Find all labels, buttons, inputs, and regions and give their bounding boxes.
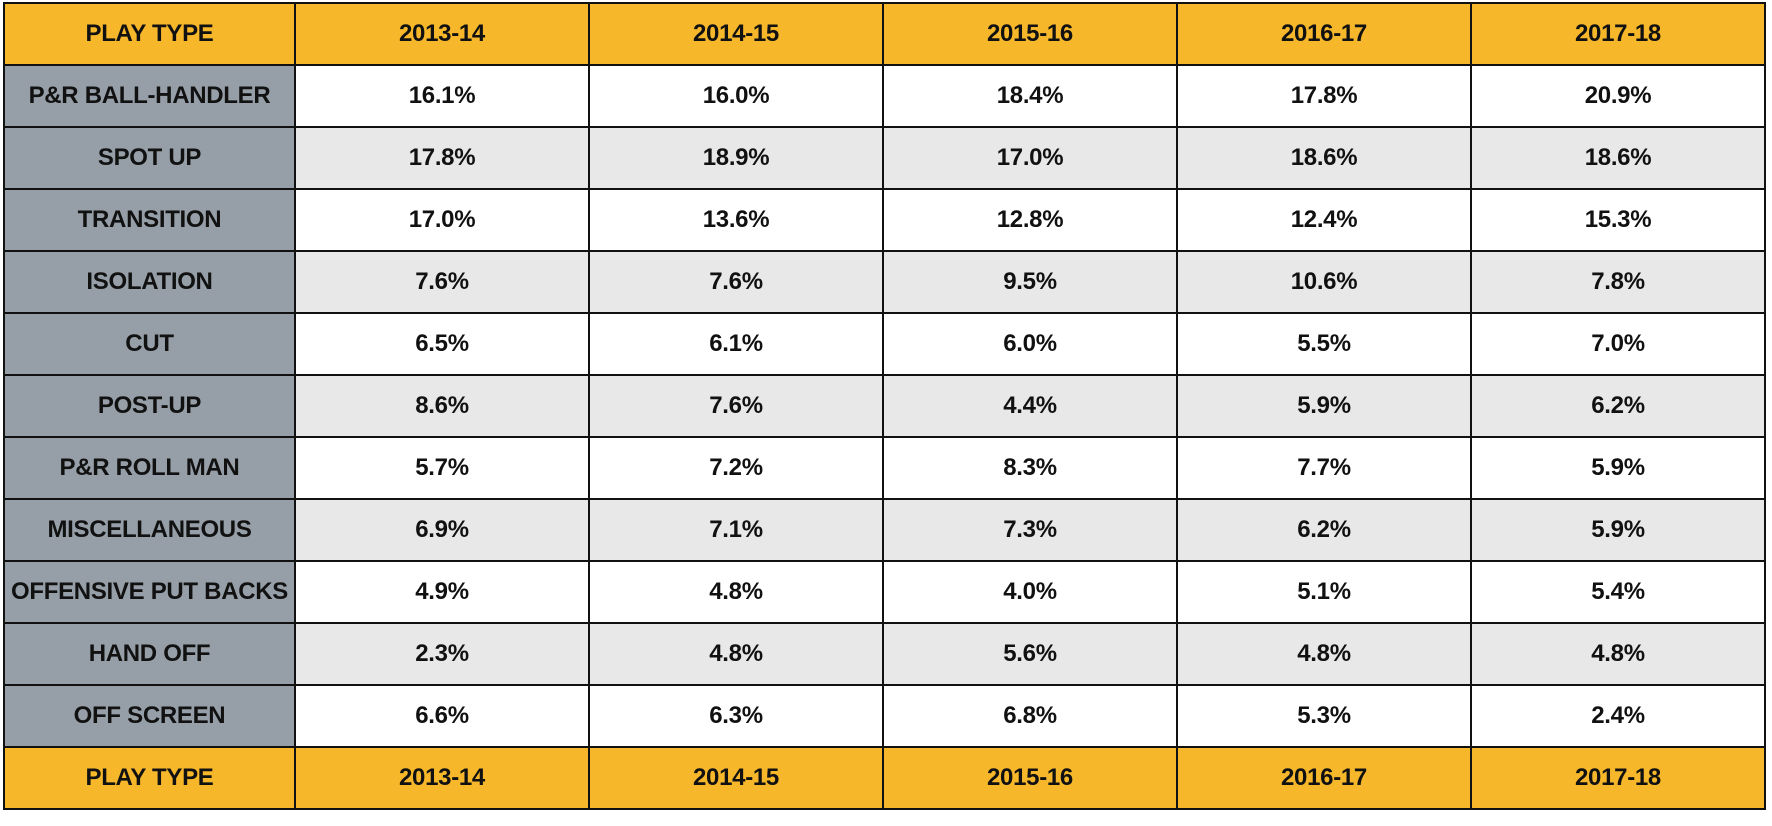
table-row-post-up: POST-UP 8.6% 7.6% 4.4% 5.9% 6.2% bbox=[3, 374, 1766, 438]
row-label: TRANSITION bbox=[3, 188, 296, 252]
row-label: CUT bbox=[3, 312, 296, 376]
footer-2014-15: 2014-15 bbox=[588, 746, 884, 810]
table-row-hand-off: HAND OFF 2.3% 4.8% 5.6% 4.8% 4.8% bbox=[3, 622, 1766, 686]
table-row-isolation: ISOLATION 7.6% 7.6% 9.5% 10.6% 7.8% bbox=[3, 250, 1766, 314]
value-cell-2016-17: 7.7% bbox=[1176, 436, 1472, 500]
play-type-table: PLAY TYPE 2013-14 2014-15 2015-16 2016-17 201… bbox=[3, 2, 1766, 810]
value-cell-2015-16: 12.8% bbox=[882, 188, 1178, 252]
footer-2016-17: 2016-17 bbox=[1176, 746, 1472, 810]
value-cell-2014-15: 13.6% bbox=[588, 188, 884, 252]
value-cell-2013-14: 8.6% bbox=[294, 374, 590, 438]
value-cell-2013-14: 6.9% bbox=[294, 498, 590, 562]
value-cell-2016-17: 5.1% bbox=[1176, 560, 1472, 624]
value-cell-2015-16: 4.4% bbox=[882, 374, 1178, 438]
value-cell-2015-16: 7.3% bbox=[882, 498, 1178, 562]
table-row-offensive-put-backs: OFFENSIVE PUT BACKS 4.9% 4.8% 4.0% 5.1% 5.4% bbox=[3, 560, 1766, 624]
value-cell-2017-18: 18.6% bbox=[1470, 126, 1766, 190]
header-play-type: PLAY TYPE bbox=[3, 2, 296, 66]
footer-2015-16: 2015-16 bbox=[882, 746, 1178, 810]
value-cell-2016-17: 5.9% bbox=[1176, 374, 1472, 438]
table-row-pandr-roll-man: P&R ROLL MAN 5.7% 7.2% 8.3% 7.7% 5.9% bbox=[3, 436, 1766, 500]
value-cell-2014-15: 6.1% bbox=[588, 312, 884, 376]
value-cell-2016-17: 17.8% bbox=[1176, 64, 1472, 128]
row-label: HAND OFF bbox=[3, 622, 296, 686]
value-cell-2013-14: 6.6% bbox=[294, 684, 590, 748]
footer-2017-18: 2017-18 bbox=[1470, 746, 1766, 810]
row-label: OFFENSIVE PUT BACKS bbox=[3, 560, 296, 624]
value-cell-2014-15: 16.0% bbox=[588, 64, 884, 128]
table-row-miscellaneous: MISCELLANEOUS 6.9% 7.1% 7.3% 6.2% 5.9% bbox=[3, 498, 1766, 562]
value-cell-2015-16: 17.0% bbox=[882, 126, 1178, 190]
value-cell-2014-15: 4.8% bbox=[588, 622, 884, 686]
value-cell-2017-18: 20.9% bbox=[1470, 64, 1766, 128]
value-cell-2015-16: 6.8% bbox=[882, 684, 1178, 748]
header-2017-18: 2017-18 bbox=[1470, 2, 1766, 66]
row-label: P&R BALL-HANDLER bbox=[3, 64, 296, 128]
header-2015-16: 2015-16 bbox=[882, 2, 1178, 66]
table-body: P&R BALL-HANDLER 16.1% 16.0% 18.4% 17.8% 20.9… bbox=[3, 64, 1766, 748]
value-cell-2017-18: 5.9% bbox=[1470, 436, 1766, 500]
value-cell-2017-18: 7.8% bbox=[1470, 250, 1766, 314]
value-cell-2017-18: 7.0% bbox=[1470, 312, 1766, 376]
value-cell-2014-15: 4.8% bbox=[588, 560, 884, 624]
value-cell-2017-18: 2.4% bbox=[1470, 684, 1766, 748]
table-row-cut: CUT 6.5% 6.1% 6.0% 5.5% 7.0% bbox=[3, 312, 1766, 376]
value-cell-2014-15: 7.6% bbox=[588, 250, 884, 314]
row-label: SPOT UP bbox=[3, 126, 296, 190]
value-cell-2016-17: 6.2% bbox=[1176, 498, 1472, 562]
value-cell-2014-15: 18.9% bbox=[588, 126, 884, 190]
footer-2013-14: 2013-14 bbox=[294, 746, 590, 810]
value-cell-2016-17: 4.8% bbox=[1176, 622, 1472, 686]
row-label: MISCELLANEOUS bbox=[3, 498, 296, 562]
table-row-pandr-ball-handler: P&R BALL-HANDLER 16.1% 16.0% 18.4% 17.8% 20.9… bbox=[3, 64, 1766, 128]
value-cell-2013-14: 4.9% bbox=[294, 560, 590, 624]
footer-play-type: PLAY TYPE bbox=[3, 746, 296, 810]
value-cell-2014-15: 7.6% bbox=[588, 374, 884, 438]
value-cell-2015-16: 9.5% bbox=[882, 250, 1178, 314]
header-2014-15: 2014-15 bbox=[588, 2, 884, 66]
value-cell-2016-17: 5.3% bbox=[1176, 684, 1472, 748]
header-2016-17: 2016-17 bbox=[1176, 2, 1472, 66]
header-2013-14: 2013-14 bbox=[294, 2, 590, 66]
row-label: P&R ROLL MAN bbox=[3, 436, 296, 500]
value-cell-2013-14: 5.7% bbox=[294, 436, 590, 500]
value-cell-2015-16: 6.0% bbox=[882, 312, 1178, 376]
value-cell-2014-15: 7.1% bbox=[588, 498, 884, 562]
row-label: POST-UP bbox=[3, 374, 296, 438]
value-cell-2015-16: 5.6% bbox=[882, 622, 1178, 686]
value-cell-2017-18: 15.3% bbox=[1470, 188, 1766, 252]
value-cell-2013-14: 17.0% bbox=[294, 188, 590, 252]
row-label: OFF SCREEN bbox=[3, 684, 296, 748]
footer-row: PLAY TYPE 2013-14 2014-15 2015-16 2016-17 201… bbox=[3, 746, 1766, 810]
table-row-spot-up: SPOT UP 17.8% 18.9% 17.0% 18.6% 18.6% bbox=[3, 126, 1766, 190]
table-row-off-screen: OFF SCREEN 6.6% 6.3% 6.8% 5.3% 2.4% bbox=[3, 684, 1766, 748]
row-label: ISOLATION bbox=[3, 250, 296, 314]
value-cell-2015-16: 18.4% bbox=[882, 64, 1178, 128]
value-cell-2015-16: 8.3% bbox=[882, 436, 1178, 500]
value-cell-2017-18: 5.4% bbox=[1470, 560, 1766, 624]
value-cell-2015-16: 4.0% bbox=[882, 560, 1178, 624]
value-cell-2016-17: 10.6% bbox=[1176, 250, 1472, 314]
value-cell-2013-14: 16.1% bbox=[294, 64, 590, 128]
value-cell-2016-17: 12.4% bbox=[1176, 188, 1472, 252]
value-cell-2013-14: 7.6% bbox=[294, 250, 590, 314]
value-cell-2013-14: 6.5% bbox=[294, 312, 590, 376]
value-cell-2014-15: 6.3% bbox=[588, 684, 884, 748]
value-cell-2014-15: 7.2% bbox=[588, 436, 884, 500]
table-row-transition: TRANSITION 17.0% 13.6% 12.8% 12.4% 15.3% bbox=[3, 188, 1766, 252]
value-cell-2016-17: 5.5% bbox=[1176, 312, 1472, 376]
header-row: PLAY TYPE 2013-14 2014-15 2015-16 2016-17 201… bbox=[3, 2, 1766, 66]
value-cell-2013-14: 17.8% bbox=[294, 126, 590, 190]
value-cell-2016-17: 18.6% bbox=[1176, 126, 1472, 190]
value-cell-2017-18: 6.2% bbox=[1470, 374, 1766, 438]
value-cell-2017-18: 5.9% bbox=[1470, 498, 1766, 562]
value-cell-2017-18: 4.8% bbox=[1470, 622, 1766, 686]
value-cell-2013-14: 2.3% bbox=[294, 622, 590, 686]
